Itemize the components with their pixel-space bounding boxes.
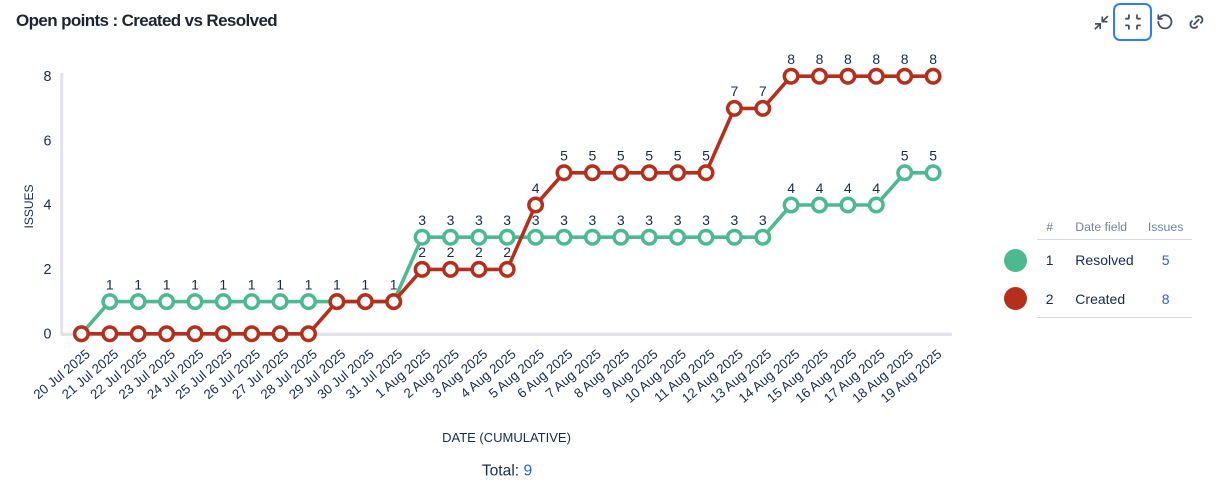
svg-text:ISSUES: ISSUES [22, 184, 36, 228]
svg-text:4: 4 [44, 198, 52, 214]
svg-text:8: 8 [787, 51, 795, 67]
svg-text:2: 2 [44, 262, 52, 278]
svg-text:1: 1 [163, 276, 171, 292]
svg-text:3: 3 [589, 212, 597, 228]
svg-text:1: 1 [390, 276, 398, 292]
svg-text:3: 3 [759, 212, 767, 228]
svg-text:1: 1 [333, 276, 341, 292]
svg-text:3: 3 [503, 212, 511, 228]
svg-text:2: 2 [447, 244, 455, 260]
svg-text:7: 7 [759, 83, 767, 99]
svg-text:8: 8 [901, 51, 909, 67]
svg-text:7: 7 [731, 83, 739, 99]
svg-text:1: 1 [191, 276, 199, 292]
svg-text:3: 3 [731, 212, 739, 228]
svg-text:3: 3 [475, 212, 483, 228]
svg-text:Total: 9: Total: 9 [482, 463, 532, 480]
svg-text:6: 6 [44, 133, 52, 149]
svg-text:1: 1 [219, 276, 227, 292]
svg-text:1: 1 [276, 276, 284, 292]
svg-text:3: 3 [617, 212, 625, 228]
svg-text:5: 5 [929, 148, 937, 164]
svg-text:0: 0 [44, 327, 52, 343]
svg-text:3: 3 [447, 212, 455, 228]
svg-text:8: 8 [844, 51, 852, 67]
svg-text:1: 1 [134, 276, 142, 292]
svg-text:5: 5 [589, 148, 597, 164]
svg-text:3: 3 [418, 212, 426, 228]
svg-text:3: 3 [532, 212, 540, 228]
svg-text:4: 4 [816, 180, 824, 196]
svg-text:4: 4 [844, 180, 852, 196]
svg-text:1: 1 [305, 276, 313, 292]
svg-text:8: 8 [872, 51, 880, 67]
svg-text:8: 8 [816, 51, 824, 67]
svg-text:DATE (CUMULATIVE): DATE (CUMULATIVE) [442, 430, 571, 445]
svg-text:1: 1 [248, 276, 256, 292]
svg-text:3: 3 [674, 212, 682, 228]
svg-text:4: 4 [872, 180, 880, 196]
svg-text:5: 5 [702, 148, 710, 164]
svg-text:2: 2 [475, 244, 483, 260]
svg-text:3: 3 [702, 212, 710, 228]
svg-text:1: 1 [361, 276, 369, 292]
svg-text:5: 5 [674, 148, 682, 164]
svg-text:8: 8 [44, 69, 52, 85]
svg-text:3: 3 [645, 212, 653, 228]
svg-text:4: 4 [787, 180, 795, 196]
svg-text:1: 1 [106, 276, 114, 292]
svg-text:2: 2 [503, 244, 511, 260]
svg-text:4: 4 [532, 180, 540, 196]
svg-text:5: 5 [560, 148, 568, 164]
svg-text:2: 2 [418, 244, 426, 260]
svg-text:5: 5 [645, 148, 653, 164]
svg-text:8: 8 [929, 51, 937, 67]
svg-text:5: 5 [901, 148, 909, 164]
svg-text:5: 5 [617, 148, 625, 164]
svg-text:3: 3 [560, 212, 568, 228]
